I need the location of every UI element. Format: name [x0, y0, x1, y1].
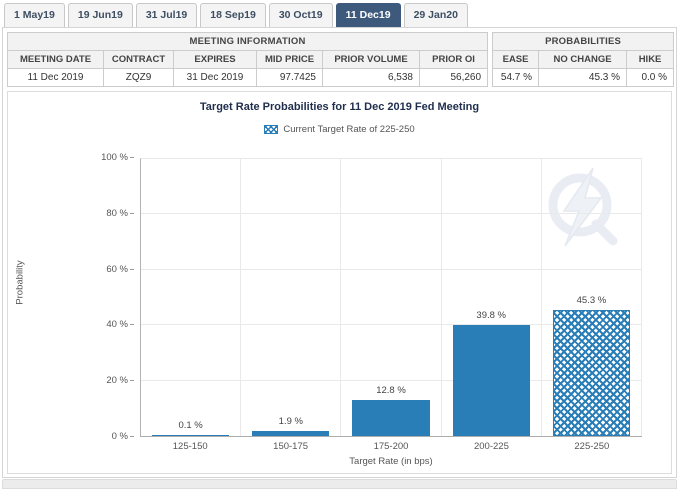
bar-150-175 — [252, 431, 330, 436]
prob-header-cell-ease: EASE — [492, 50, 540, 69]
y-tick-label-80-: 80 % — [106, 207, 128, 219]
tab-30-oct19[interactable]: 30 Oct19 — [268, 3, 333, 27]
x-tick-label-150-175: 150-175 — [273, 441, 309, 452]
prob-value-cell-no-change: 45.3 % — [538, 68, 628, 87]
meeting-header-cell-prior-oi: PRIOR OI — [418, 50, 489, 69]
h-gridline-80 — [141, 213, 642, 215]
meeting-value-cell-expires: 31 Dec 2019 — [173, 68, 257, 87]
y-tick-mark — [130, 380, 134, 382]
collapsed-footer-bar[interactable] — [2, 479, 677, 489]
tab-29-jan20[interactable]: 29 Jan20 — [403, 3, 468, 27]
category-column-200-225: 39.8 % — [442, 159, 542, 436]
category-column-125-150: 0.1 % — [141, 159, 242, 436]
meeting-header-cell-expires: EXPIRES — [173, 50, 257, 69]
y-tick-mark — [130, 324, 134, 326]
y-tick-label-20-: 20 % — [106, 375, 128, 387]
y-axis-tick-gutter: 0 % 20 % 40 % 60 % 80 % 100 % — [94, 153, 134, 442]
crosshatch-swatch-icon — [264, 125, 279, 134]
prob-header-row: EASE NO CHANGE HIKE — [492, 50, 675, 69]
tables-row: MEETING INFORMATION MEETING DATE CONTRACT… — [6, 32, 675, 87]
y-axis-title: Probability — [14, 260, 26, 305]
h-gridline-40 — [141, 324, 642, 326]
category-column-225-250: 45.3 % — [542, 159, 643, 436]
category-column-175-200: 12.8 % — [341, 159, 442, 436]
tab-18-sep19[interactable]: 18 Sep19 — [200, 3, 266, 27]
probabilities-table: PROBABILITIES EASE NO CHANGE HIKE 54.7 % 45… — [492, 32, 675, 87]
prob-value-cell-hike: 0.0 % — [626, 68, 675, 87]
probabilities-title: PROBABILITIES — [492, 32, 675, 51]
meeting-value-cell-mid-price: 97.7425 — [256, 68, 323, 87]
y-tick-mark — [130, 436, 134, 437]
plot-area: 0.1 % 1.9 % 12.8 % 39.8 % 45.3 % — [140, 158, 643, 437]
bar-200-225 — [452, 325, 530, 436]
x-tick-label-125-150: 125-150 — [172, 441, 208, 452]
main-panel: MEETING INFORMATION MEETING DATE CONTRACT… — [2, 27, 677, 478]
prob-header-cell-hike: HIKE — [626, 50, 675, 69]
x-axis-tick-row: 125-150 150-175 175-200 200-225 225-250 — [140, 441, 642, 452]
x-tick-label-225-250: 225-250 — [574, 441, 610, 452]
meeting-information-title: MEETING INFORMATION — [6, 32, 489, 51]
y-tick-label-40-: 40 % — [106, 319, 128, 331]
meeting-header-cell-prior-volume: PRIOR VOLUME — [322, 50, 420, 69]
tab-31-jul19[interactable]: 31 Jul19 — [135, 3, 198, 27]
bar-value-label-150-175: 1.9 % — [278, 416, 303, 427]
bar-175-200 — [352, 400, 430, 436]
meeting-header-cell-mid-price: MID PRICE — [256, 50, 323, 69]
legend-label: Current Target Rate of 225-250 — [283, 124, 415, 135]
y-tick-mark — [130, 268, 134, 270]
bar-125-150 — [151, 435, 230, 436]
bar-value-label-175-200: 12.8 % — [376, 385, 406, 396]
meeting-value-cell-contract: ZQZ9 — [103, 68, 174, 87]
x-axis-title: Target Rate (in bps) — [349, 456, 433, 467]
bar-value-label-225-250: 45.3 % — [576, 295, 607, 306]
y-tick-label-60-: 60 % — [106, 263, 128, 275]
h-gridline-20 — [141, 379, 642, 381]
meeting-value-row: 11 Dec 2019 ZQZ9 31 Dec 2019 97.7425 6,538 56… — [7, 68, 489, 87]
category-column-150-175: 1.9 % — [241, 159, 342, 436]
meeting-header-cell-meeting-date: MEETING DATE — [7, 50, 104, 69]
y-tick-label-100-: 100 % — [101, 152, 128, 163]
chart-title: Target Rate Probabilities for 11 Dec 201… — [199, 101, 480, 113]
meeting-information-table: MEETING INFORMATION MEETING DATE CONTRACT… — [6, 32, 489, 87]
dailyfx-watermark-logo — [548, 167, 618, 247]
y-tick-label-0-: 0 % — [111, 431, 128, 442]
bar-value-label-125-150: 0.1 % — [178, 420, 203, 431]
x-tick-label-175-200: 175-200 — [373, 441, 409, 452]
meeting-value-cell-prior-volume: 6,538 — [322, 68, 420, 87]
meeting-header-cell-contract: CONTRACT — [103, 50, 174, 69]
y-tick-mark — [130, 157, 134, 158]
bar-225-250 — [552, 310, 631, 436]
tab-11-dec19[interactable]: 11 Dec19 — [335, 3, 401, 27]
prob-value-row: 54.7 % 45.3 % 0.0 % — [492, 68, 675, 87]
meeting-value-cell-meeting-date: 11 Dec 2019 — [7, 68, 104, 87]
x-tick-label-200-225: 200-225 — [473, 441, 509, 452]
chart-legend: Current Target Rate of 225-250 — [8, 124, 671, 135]
tab-1-may19[interactable]: 1 May19 — [4, 3, 65, 27]
y-tick-mark — [130, 212, 134, 214]
meeting-date-tabbar: 1 May19 19 Jun19 31 Jul19 18 Sep19 30 Oct19 1… — [0, 0, 679, 27]
bar-value-label-200-225: 39.8 % — [476, 310, 506, 321]
meeting-value-cell-prior-oi: 56,260 — [418, 68, 489, 87]
prob-value-cell-ease: 54.7 % — [492, 68, 540, 87]
tab-19-jun19[interactable]: 19 Jun19 — [67, 3, 133, 27]
meeting-header-row: MEETING DATE CONTRACT EXPIRES MID PRICE PRIO… — [7, 50, 489, 69]
h-gridline-60 — [141, 268, 642, 270]
chart-panel: Target Rate Probabilities for 11 Dec 201… — [7, 91, 672, 474]
prob-header-cell-no-change: NO CHANGE — [538, 50, 628, 69]
